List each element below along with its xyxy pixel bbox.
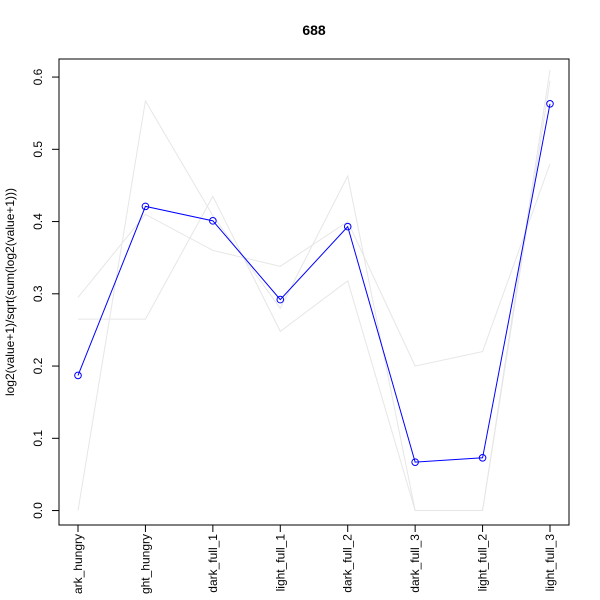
plot-frame xyxy=(58,58,570,526)
data-point xyxy=(411,458,419,466)
data-point xyxy=(478,454,487,462)
x-tick-label: dark_full_3 xyxy=(408,534,422,593)
x-tick-label: ark_hungry xyxy=(71,534,85,594)
y-tick-label: 0.2 xyxy=(31,357,45,374)
y-tick-label: 0.4 xyxy=(31,213,45,230)
y-tick-label: 0.6 xyxy=(31,68,45,85)
data-point xyxy=(74,371,82,380)
x-tick-label: ght_hungry xyxy=(138,534,152,594)
x-tick-label: dark_full_2 xyxy=(341,534,355,593)
y-axis-label: log2(value+1)/sqrt(sum(log2(value+1))) xyxy=(3,188,17,396)
x-tick-label: light_full_2 xyxy=(476,534,490,592)
background-series-line xyxy=(78,69,551,512)
highlight-series-line xyxy=(77,103,551,463)
x-axis: ark_hungry ght_hungry dark_full_1 light_ful… xyxy=(71,525,557,594)
y-tick-label: 0.0 xyxy=(31,502,45,519)
data-point xyxy=(276,295,285,304)
x-tick-label: light_full_3 xyxy=(543,534,557,592)
chart-title: 688 xyxy=(302,22,326,38)
data-point xyxy=(546,99,554,108)
y-tick-label: 0.3 xyxy=(31,285,45,302)
y-axis: 0.0 0.1 0.2 0.3 0.4 0.5 0.6 xyxy=(31,68,59,519)
highlight-series-group xyxy=(74,99,554,466)
background-series-group xyxy=(77,69,551,512)
background-series-line xyxy=(77,80,551,512)
data-point xyxy=(209,217,217,225)
y-tick-label: 0.5 xyxy=(31,141,45,158)
data-point xyxy=(343,222,352,231)
data-point xyxy=(141,202,150,211)
y-tick-label: 0.1 xyxy=(31,430,45,447)
background-series-line xyxy=(77,163,551,367)
x-tick-label: dark_full_1 xyxy=(206,534,220,593)
x-tick-label: light_full_1 xyxy=(273,534,287,592)
